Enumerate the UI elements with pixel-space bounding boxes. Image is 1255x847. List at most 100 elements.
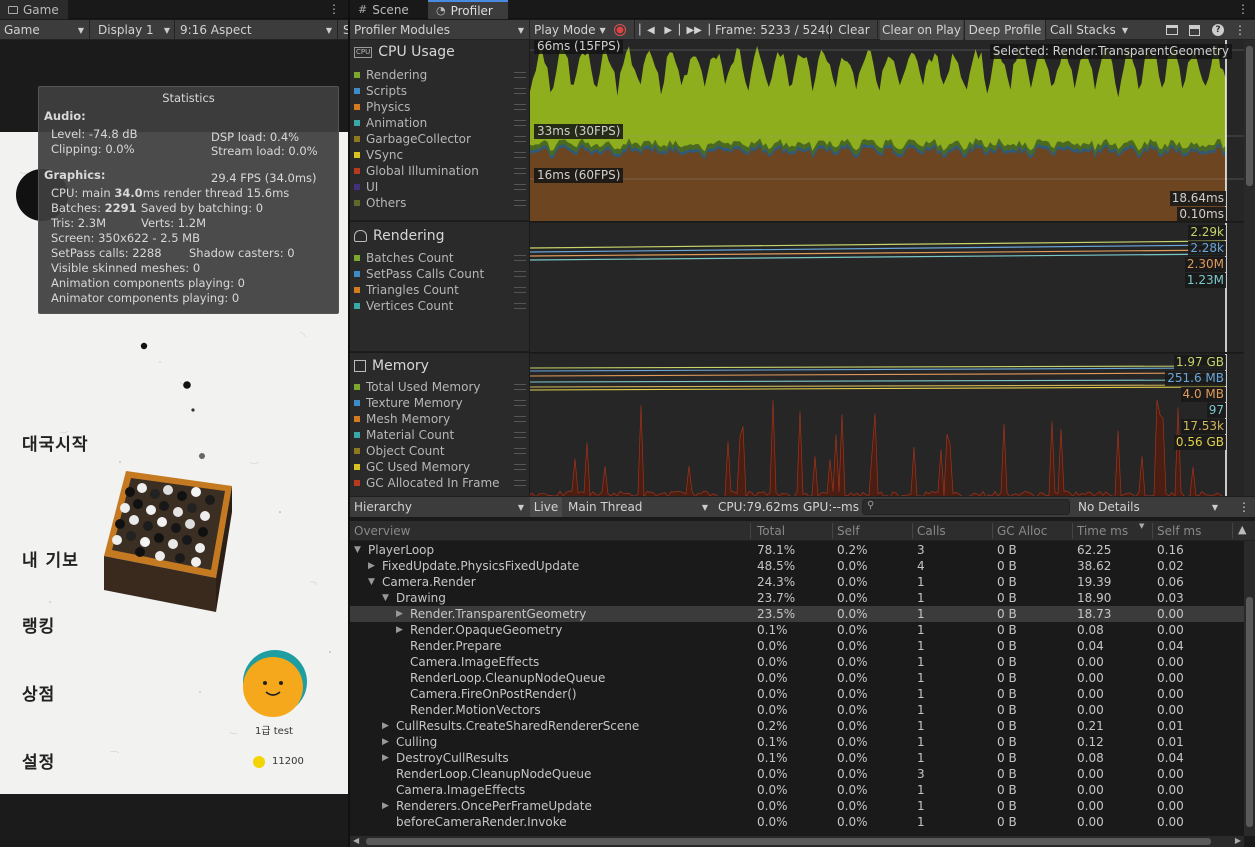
load-button[interactable]: [1162, 20, 1182, 40]
drag-handle-icon[interactable]: [514, 480, 526, 486]
drag-handle-icon[interactable]: [514, 448, 526, 454]
scrollbar-thumb[interactable]: [1246, 46, 1253, 186]
scroll-left-icon[interactable]: ◀: [353, 836, 360, 845]
hierarchy-row[interactable]: Camera.ImageEffects 0.0% 0.0% 1 0 B 0.00 0.00: [350, 782, 1245, 798]
hierarchy-vertical-scrollbar[interactable]: [1244, 541, 1255, 836]
drag-handle-icon[interactable]: [514, 152, 526, 158]
hierarchy-row[interactable]: Render.MotionVectors 0.0% 0.0% 1 0 B 0.00 0.00: [350, 702, 1245, 718]
menu-settings[interactable]: 설정: [22, 753, 56, 773]
module-legend-item[interactable]: GC Allocated In Frame: [354, 475, 526, 491]
module-legend-item[interactable]: Object Count: [354, 443, 526, 459]
more-options-button[interactable]: ⋮: [1230, 20, 1250, 40]
hierarchy-row[interactable]: Camera.ImageEffects 0.0% 0.0% 1 0 B 0.00 0.00: [350, 654, 1245, 670]
module-legend-item[interactable]: Global Illumination: [354, 163, 526, 179]
live-toggle[interactable]: Live: [530, 497, 562, 517]
search-input[interactable]: [879, 500, 1067, 514]
column-calls[interactable]: Calls: [917, 524, 946, 538]
drag-handle-icon[interactable]: [514, 88, 526, 94]
memory-graph[interactable]: 1.97 GB 251.6 MB 4.0 MB 97 17.53k 0.56 GB: [530, 353, 1244, 496]
thread-dropdown[interactable]: Main Thread ▼: [568, 500, 708, 514]
drag-handle-icon[interactable]: [514, 271, 526, 277]
save-button[interactable]: [1184, 20, 1204, 40]
tab-profiler[interactable]: ◔ Profiler: [428, 0, 508, 19]
menu-shop[interactable]: 상점: [22, 685, 56, 705]
profiler-modules-dropdown[interactable]: Profiler Modules ▼: [354, 23, 524, 37]
module-legend-item[interactable]: SetPass Calls Count: [354, 266, 526, 282]
column-self-ms[interactable]: Self ms: [1157, 524, 1202, 538]
drag-handle-icon[interactable]: [514, 432, 526, 438]
drag-handle-icon[interactable]: [514, 416, 526, 422]
panel-divider[interactable]: [348, 0, 350, 847]
hierarchy-row[interactable]: ▶ CullResults.CreateSharedRendererScene 0.…: [350, 718, 1245, 734]
drag-handle-icon[interactable]: [514, 136, 526, 142]
drag-handle-icon[interactable]: [514, 400, 526, 406]
view-mode-dropdown[interactable]: Hierarchy ▼: [354, 500, 524, 514]
previous-frame-button[interactable]: ▏◀: [637, 20, 657, 40]
scrollbar-thumb[interactable]: [366, 838, 1211, 845]
menu-my-records[interactable]: 내 기보: [22, 551, 79, 571]
scroll-up-icon[interactable]: ▲: [1238, 523, 1247, 536]
module-legend-item[interactable]: Rendering: [354, 67, 526, 83]
module-legend-item[interactable]: Vertices Count: [354, 298, 526, 314]
module-legend-item[interactable]: Triangles Count: [354, 282, 526, 298]
memory-module-panel[interactable]: Memory Total Used Memory Texture Memory Me…: [350, 353, 529, 496]
hierarchy-horizontal-scrollbar[interactable]: ◀ ▶: [350, 836, 1244, 847]
search-field[interactable]: ⚲: [862, 499, 1070, 515]
collapsed-arrow-icon[interactable]: ▶: [368, 561, 375, 571]
rendering-graph[interactable]: 2.29k 2.28k 2.30M 1.23M: [530, 222, 1244, 352]
drag-handle-icon[interactable]: [514, 464, 526, 470]
avatar[interactable]: [243, 650, 307, 717]
record-button[interactable]: [609, 20, 631, 40]
module-legend-item[interactable]: UI: [354, 179, 526, 195]
expanded-arrow-icon[interactable]: ▼: [368, 577, 375, 587]
hierarchy-row[interactable]: ▼ Drawing 23.7% 0.0% 1 0 B 18.90 0.03: [350, 590, 1245, 606]
collapsed-arrow-icon[interactable]: ▶: [382, 753, 389, 763]
drag-handle-icon[interactable]: [514, 384, 526, 390]
column-self[interactable]: Self: [837, 524, 860, 538]
modules-scrollbar[interactable]: [1244, 40, 1255, 496]
hierarchy-row[interactable]: RenderLoop.CleanupNodeQueue 0.0% 0.0% 3 0 B 0…: [350, 766, 1245, 782]
cpu-usage-graph[interactable]: 66ms (15FPS) 33ms (30FPS) 16ms (60FPS) S…: [530, 40, 1244, 221]
current-frame-button[interactable]: ▶▶▕: [686, 20, 709, 40]
column-overview[interactable]: Overview: [354, 524, 411, 538]
deep-profile-button[interactable]: Deep Profile: [965, 20, 1045, 40]
hierarchy-row[interactable]: ▶ FixedUpdate.PhysicsFixedUpdate 48.5% 0.0%…: [350, 558, 1245, 574]
display-dropdown[interactable]: Display 1 ▼: [94, 20, 174, 40]
game-menu-icon[interactable]: ⋮: [328, 2, 340, 16]
tab-game[interactable]: Game: [0, 0, 68, 19]
hierarchy-more-button[interactable]: ⋮: [1235, 497, 1253, 517]
play-mode-dropdown[interactable]: Play Mode ▼: [534, 23, 606, 37]
drag-handle-icon[interactable]: [514, 168, 526, 174]
module-legend-item[interactable]: Texture Memory: [354, 395, 526, 411]
collapsed-arrow-icon[interactable]: ▶: [382, 721, 389, 731]
column-gc-alloc[interactable]: GC Alloc: [997, 524, 1048, 538]
hierarchy-row[interactable]: beforeCameraRender.Invoke 0.0% 0.0% 1 0 B 0.0…: [350, 814, 1245, 830]
hierarchy-row[interactable]: RenderLoop.CleanupNodeQueue 0.0% 0.0% 1 0 B 0…: [350, 670, 1245, 686]
game-view-dropdown[interactable]: Game ▼: [0, 20, 88, 40]
scroll-right-icon[interactable]: ▶: [1234, 836, 1241, 845]
rendering-module-panel[interactable]: Rendering Batches Count SetPass Calls Cou…: [350, 222, 529, 352]
collapsed-arrow-icon[interactable]: ▶: [396, 625, 403, 635]
hierarchy-row[interactable]: Camera.FireOnPostRender() 0.0% 0.0% 1 0 B 0.0…: [350, 686, 1245, 702]
hierarchy-row[interactable]: ▶ Renderers.OncePerFrameUpdate 0.0% 0.0% 1 0 …: [350, 798, 1245, 814]
module-legend-item[interactable]: VSync: [354, 147, 526, 163]
drag-handle-icon[interactable]: [514, 72, 526, 78]
drag-handle-icon[interactable]: [514, 287, 526, 293]
hierarchy-row[interactable]: ▼ PlayerLoop 78.1% 0.2% 3 0 B 62.25 0.16: [350, 542, 1245, 558]
module-legend-item[interactable]: GC Used Memory: [354, 459, 526, 475]
truncated-toolbar-item[interactable]: S: [343, 23, 348, 37]
drag-handle-icon[interactable]: [514, 120, 526, 126]
next-frame-button[interactable]: ▶▕: [662, 20, 682, 40]
profiler-menu-icon[interactable]: ⋮: [1237, 2, 1249, 16]
collapsed-arrow-icon[interactable]: ▶: [382, 801, 389, 811]
aspect-dropdown[interactable]: 9:16 Aspect ▼: [176, 20, 336, 40]
tab-scene[interactable]: # Scene: [350, 0, 426, 19]
collapsed-arrow-icon[interactable]: ▶: [396, 609, 403, 619]
drag-handle-icon[interactable]: [514, 184, 526, 190]
cpu-module-panel[interactable]: CPU CPU Usage Rendering Scripts Physics Ani…: [350, 40, 529, 221]
hierarchy-row[interactable]: Render.Prepare 0.0% 0.0% 1 0 B 0.04 0.04: [350, 638, 1245, 654]
module-legend-item[interactable]: Animation: [354, 115, 526, 131]
collapsed-arrow-icon[interactable]: ▶: [382, 737, 389, 747]
column-total[interactable]: Total: [757, 524, 786, 538]
hierarchy-row[interactable]: ▼ Camera.Render 24.3% 0.0% 1 0 B 19.39 0.06: [350, 574, 1245, 590]
